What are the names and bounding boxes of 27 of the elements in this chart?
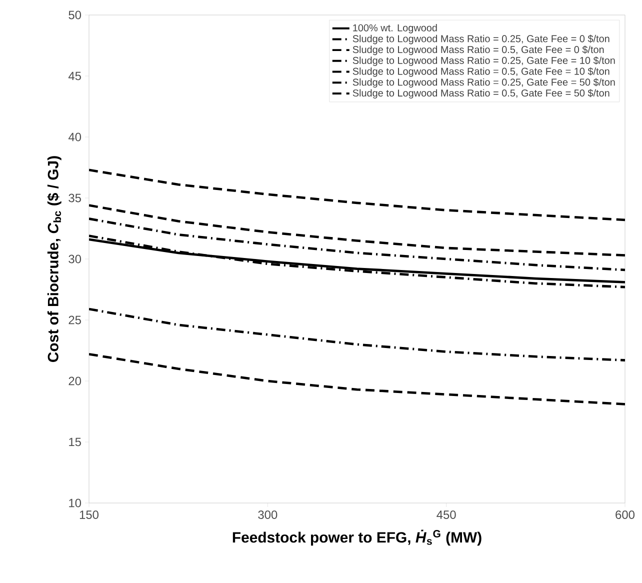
legend-label: Sludge to Logwood Mass Ratio = 0.5, Gate Fee = 0 $/ton bbox=[352, 46, 604, 56]
line-series bbox=[89, 308, 626, 362]
legend-label: Sludge to Logwood Mass Ratio = 0.5, Gate Fee = 50 $/ton bbox=[352, 89, 610, 99]
y-axis-title: Cost of Biocrude, C$_{bc}$ ($ / GJ) bbox=[47, 156, 62, 362]
legend-label: Sludge to Logwood Mass Ratio = 0.25, Gate Fee = 10 $/ton bbox=[352, 56, 615, 66]
line-series bbox=[89, 218, 626, 272]
legend-label: Sludge to Logwood Mass Ratio = 0.25, Gate Fee = 0 $/ton bbox=[352, 34, 610, 44]
y-tick-label: 40 bbox=[68, 132, 82, 142]
x-tick-label: 450 bbox=[436, 510, 456, 519]
y-tick-label: 25 bbox=[68, 316, 81, 324]
x-tick-label: 150 bbox=[80, 510, 99, 519]
x-tick-label: 300 bbox=[258, 510, 278, 519]
y-tick-label: 10 bbox=[69, 498, 82, 508]
y-tick-label: 35 bbox=[68, 194, 81, 202]
line-series bbox=[89, 168, 626, 222]
y-tick-label: 20 bbox=[68, 376, 82, 386]
legend-label: Sludge to Logwood Mass Ratio = 0.25, Gate Fee = 50 $/ton bbox=[352, 78, 615, 88]
line-series bbox=[89, 352, 626, 406]
legend-label: Sludge to Logwood Mass Ratio = 0.5, Gate Fee = 10 $/ton bbox=[352, 67, 610, 77]
y-tick-label: 15 bbox=[69, 438, 81, 446]
y-tick-label: 50 bbox=[68, 10, 82, 20]
legend-label: 100% wt. Logwood bbox=[353, 24, 437, 34]
line-series bbox=[89, 204, 626, 257]
y-tick-label: 30 bbox=[68, 254, 82, 264]
x-axis-title: Feedstock power to EFG, Ḣ$_{s}$$^{G}$ (MW) bbox=[232, 530, 482, 546]
x-tick-label: 600 bbox=[616, 510, 635, 519]
y-tick-label: 45 bbox=[68, 72, 81, 80]
